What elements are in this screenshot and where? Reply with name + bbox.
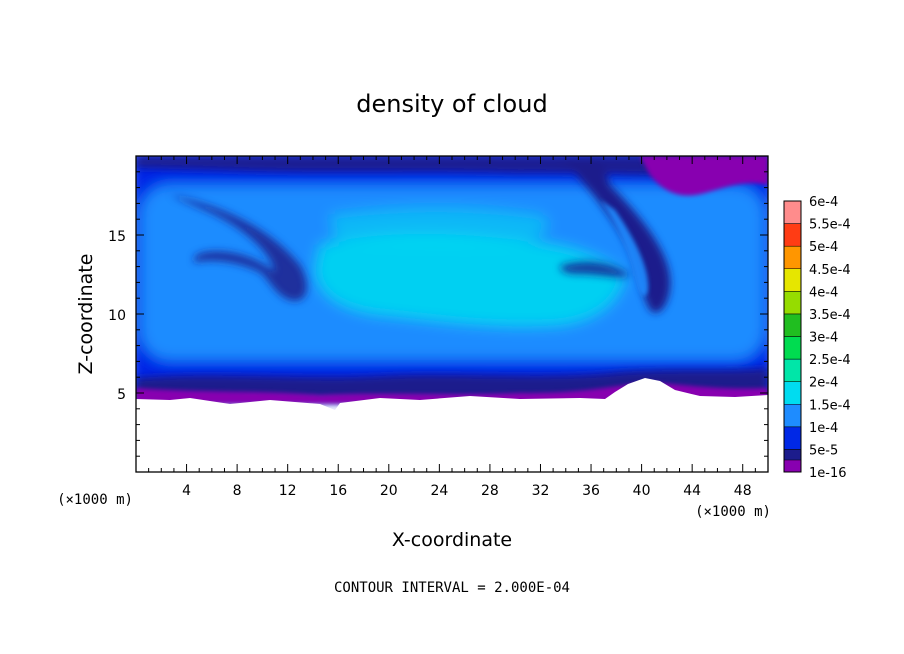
colorbar-swatch bbox=[783, 313, 802, 337]
y-tick-marks bbox=[136, 171, 768, 457]
x-tick-labels: 4 8 12 16 20 24 28 32 36 40 44 48 bbox=[182, 483, 752, 499]
colorbar-swatch bbox=[783, 426, 802, 450]
cloud-top-dark-band bbox=[136, 156, 768, 177]
chart-title: density of cloud bbox=[356, 90, 547, 118]
x-tick-label: 48 bbox=[734, 483, 752, 499]
y-tick-label: 15 bbox=[108, 229, 126, 245]
colorbar-swatch bbox=[783, 404, 802, 428]
colorbar-label: 1e-16 bbox=[809, 466, 847, 481]
y-tick-labels: 5 10 15 bbox=[108, 229, 126, 403]
swirl-left bbox=[170, 195, 307, 301]
x-tick-label: 32 bbox=[532, 483, 550, 499]
x-unit-label-left: (×1000 m) bbox=[57, 492, 133, 508]
x-unit-label-right: (×1000 m) bbox=[695, 504, 771, 520]
x-tick-label: 16 bbox=[329, 483, 347, 499]
x-tick-label: 20 bbox=[380, 483, 398, 499]
colorbar-label: 4.5e-4 bbox=[809, 263, 851, 278]
colorbar-label: 1e-4 bbox=[809, 421, 838, 436]
x-tick-label: 36 bbox=[582, 483, 600, 499]
clear-air-below bbox=[136, 378, 768, 472]
cloud-core-upper bbox=[330, 207, 548, 246]
colorbar-label: 2e-4 bbox=[809, 376, 838, 391]
x-tick-marks bbox=[148, 156, 756, 472]
cloud-top-purple-right bbox=[640, 156, 768, 196]
colorbar-frame bbox=[783, 200, 802, 473]
x-tick-label: 28 bbox=[481, 483, 499, 499]
plot-area bbox=[136, 156, 768, 472]
colorbar-label: 5.5e-4 bbox=[809, 218, 851, 233]
y-tick-label: 5 bbox=[117, 387, 126, 403]
colorbar-swatch bbox=[783, 358, 802, 382]
colorbar-label: 6e-4 bbox=[809, 195, 838, 210]
x-tick-label: 4 bbox=[182, 483, 191, 499]
colorbar-label: 2.5e-4 bbox=[809, 353, 851, 368]
colorbar-swatch bbox=[783, 268, 802, 292]
y-axis-label: Z-coordinate bbox=[75, 254, 97, 375]
colorbar-label: 3e-4 bbox=[809, 331, 838, 346]
colorbar-swatch bbox=[783, 291, 802, 315]
colorbar-swatch bbox=[783, 200, 802, 224]
contour-interval-note: CONTOUR INTERVAL = 2.000E-04 bbox=[334, 580, 570, 596]
x-tick-label: 8 bbox=[233, 483, 242, 499]
cloud-field bbox=[136, 156, 768, 472]
colorbar-label: 1.5e-4 bbox=[809, 398, 851, 413]
x-tick-label: 12 bbox=[279, 483, 297, 499]
swirl-right-arm bbox=[560, 261, 630, 277]
colorbar: 1e-16 5e-5 1e-4 1.5e-4 2e-4 2.5e-4 3e-4 3.5e-4 4… bbox=[783, 195, 851, 481]
x-tick-label: 44 bbox=[683, 483, 701, 499]
colorbar-swatch bbox=[783, 381, 802, 405]
colorbar-label: 3.5e-4 bbox=[809, 308, 851, 323]
colorbar-label: 5e-4 bbox=[809, 240, 838, 255]
colorbar-label: 5e-5 bbox=[809, 443, 838, 458]
colorbar-swatch bbox=[783, 336, 802, 360]
colorbar-swatch bbox=[783, 223, 802, 247]
colorbar-label: 4e-4 bbox=[809, 285, 838, 300]
colorbar-swatch-base bbox=[783, 459, 802, 473]
x-tick-label: 40 bbox=[633, 483, 651, 499]
cloud-layer-core bbox=[315, 233, 625, 327]
anvil-core-light bbox=[600, 200, 649, 297]
x-axis-label: X-coordinate bbox=[392, 529, 512, 551]
x-tick-label: 24 bbox=[430, 483, 448, 499]
y-tick-label: 10 bbox=[108, 308, 126, 324]
colorbar-swatch bbox=[783, 245, 802, 270]
